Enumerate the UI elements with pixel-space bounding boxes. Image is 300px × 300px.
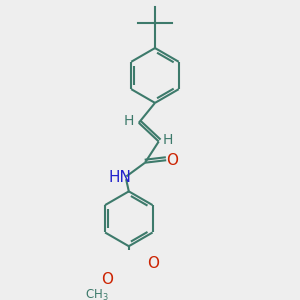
Text: H: H xyxy=(163,133,173,146)
Text: CH$_3$: CH$_3$ xyxy=(85,287,108,300)
Text: H: H xyxy=(124,114,134,128)
Text: O: O xyxy=(101,272,113,286)
Text: O: O xyxy=(147,256,159,271)
Text: HN: HN xyxy=(109,170,131,185)
Text: O: O xyxy=(166,153,178,168)
